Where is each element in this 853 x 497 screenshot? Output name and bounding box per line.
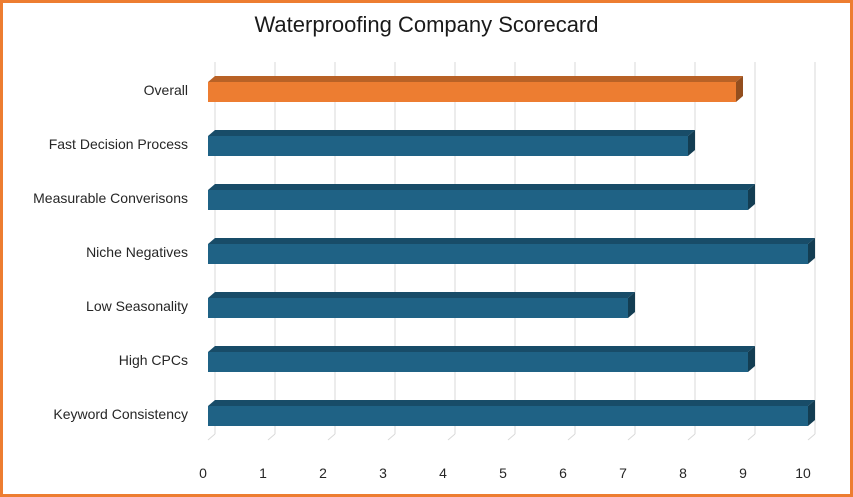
category-label: Overall [144,82,188,98]
x-tick-label: 8 [679,465,687,481]
bar-niche-negatives [208,238,815,264]
category-label: Fast Decision Process [49,136,188,152]
x-tick-label: 6 [559,465,567,481]
x-tick-label: 10 [795,465,811,481]
category-labels: Overall Fast Decision Process Measurable C… [33,82,188,422]
x-tick-label: 9 [739,465,747,481]
category-label: Niche Negatives [86,244,188,260]
bar-fast-decision-process [208,130,695,156]
bar-measurable-converisons [208,184,755,210]
category-label: Keyword Consistency [53,406,188,422]
bar-low-seasonality [208,292,635,318]
x-tick-label: 1 [259,465,267,481]
x-tick-label: 2 [319,465,327,481]
x-tick-label: 4 [439,465,447,481]
bar-high-cpcs [208,346,755,372]
chart-title: Waterproofing Company Scorecard [254,12,599,37]
x-tick-label: 7 [619,465,627,481]
x-tick-label: 3 [379,465,387,481]
category-label: High CPCs [119,352,188,368]
x-tick-label: 0 [199,465,207,481]
bar-overall [208,76,743,102]
category-label: Measurable Converisons [33,190,188,206]
category-label: Low Seasonality [86,298,188,314]
bar-keyword-consistency [208,400,815,426]
bars [208,76,815,426]
x-axis-ticks: 0 1 2 3 4 5 6 7 8 9 10 [199,465,811,481]
x-tick-label: 5 [499,465,507,481]
